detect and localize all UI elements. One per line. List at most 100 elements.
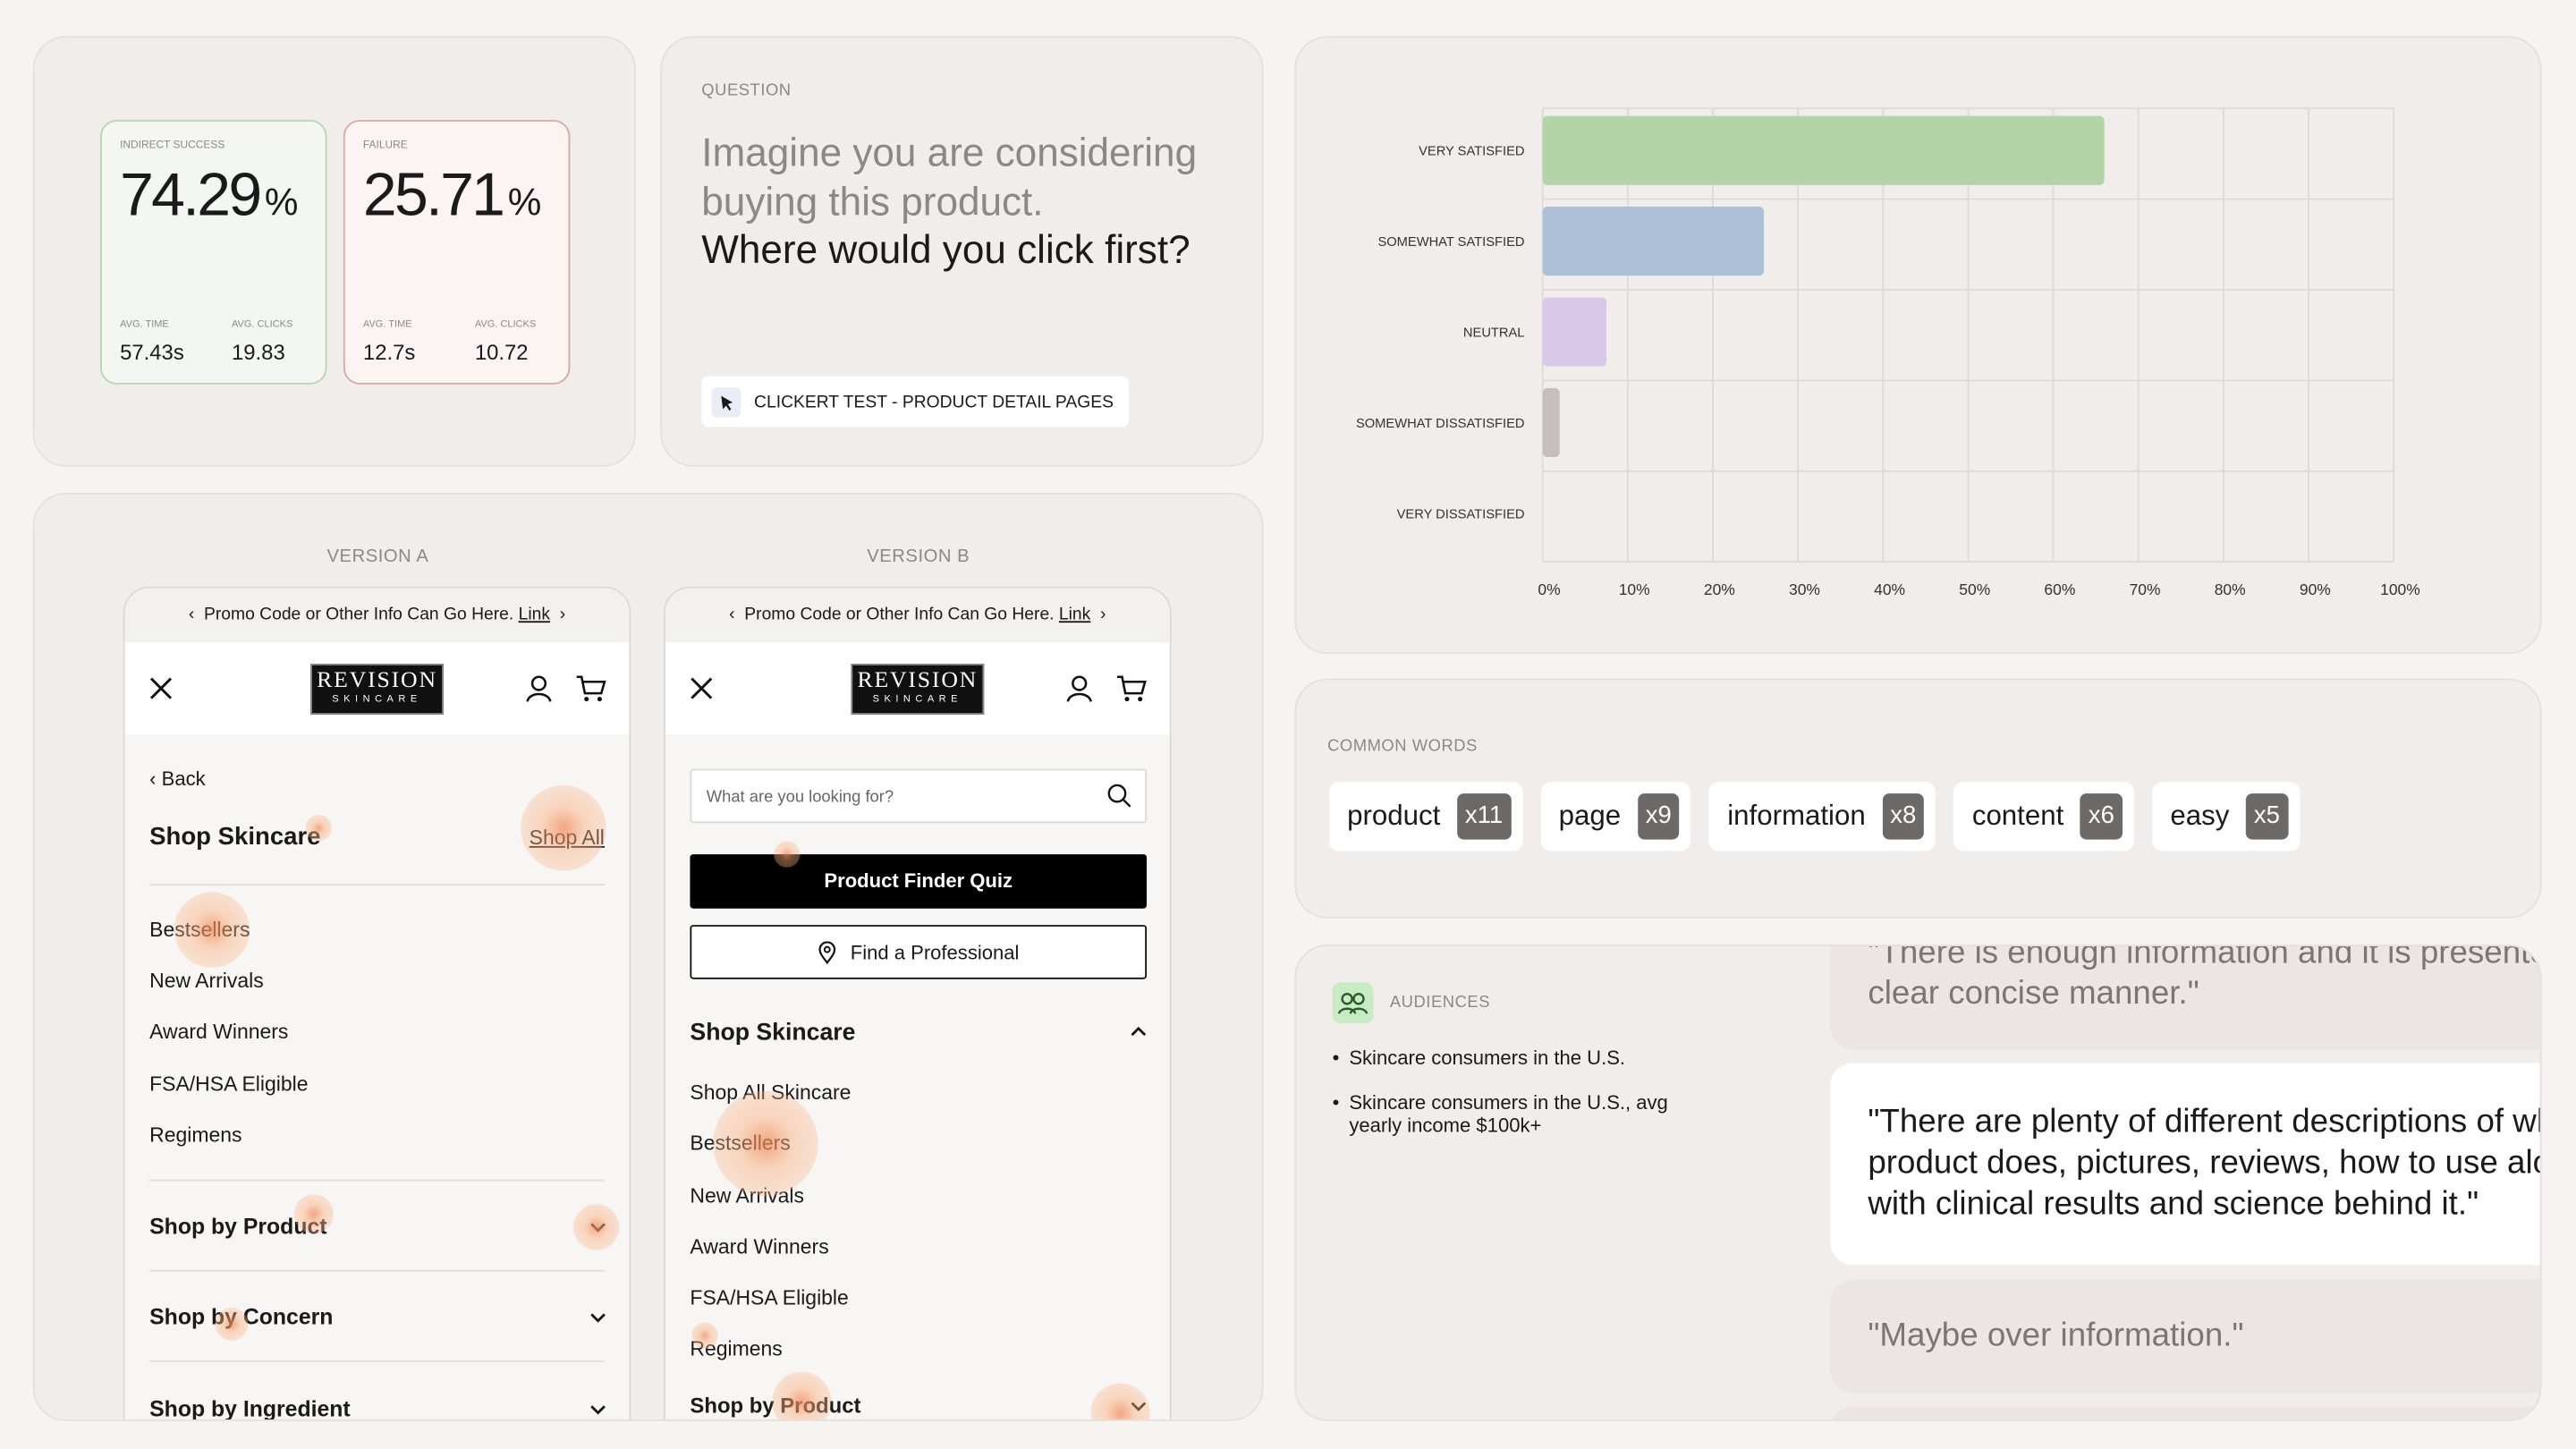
promo-text: Promo Code or Other Info Can Go Here. [204,604,514,624]
failure-box: FAILURE 25.71% AVG. TIME AVG. CLICKS 12.… [343,120,571,385]
metric-value: 25.71% [363,161,541,230]
audience-text: Skincare consumers in the U.S., avg year… [1349,1090,1668,1138]
x-tick-label: 60% [2044,580,2075,598]
quote: "Maybe over information." [1830,1279,2540,1394]
word-chip: easy x5 [2152,782,2301,852]
x-tick-label: 90% [2300,580,2331,598]
logo[interactable]: REVISION SKINCARE [310,664,444,715]
bar [1542,207,1765,276]
test-tag[interactable]: CLICKERT TEST - PRODUCT DETAIL PAGES [701,376,1129,428]
chevron [590,1405,606,1415]
promo-bar[interactable]: ‹ Promo Code or Other Info Can Go Here. … [665,588,1170,643]
word-count: x9 [1637,793,1680,840]
bar [1542,387,1560,457]
account-icon[interactable] [524,674,554,703]
search-placeholder: What are you looking for? [706,788,894,807]
category-label: SOMEWHAT SATISFIED [1377,235,1524,250]
metric-label: FAILURE [362,140,408,151]
phone-a: ‹ Promo Code or Other Info Can Go Here. … [123,586,631,1421]
menu-item[interactable]: Bestsellers [149,918,250,942]
audiences-caption: AUDIENCES [1389,994,1491,1013]
menu-group[interactable]: Shop by Product [149,1214,327,1239]
metric-number: 25.71 [362,161,505,229]
audience-icon [1332,982,1374,1024]
cart-icon[interactable] [575,674,606,703]
word-chip: product x11 [1328,782,1523,852]
promo-link[interactable]: Link [518,604,551,624]
success-box: INDIRECT SUCCESS 74.29% AVG. TIME AVG. C… [100,120,327,385]
menu-item[interactable]: Award Winners [690,1235,829,1258]
word-count: x8 [1882,793,1925,840]
quiz-button[interactable]: Product Finder Quiz [690,854,1148,909]
quote-stub [1830,1406,2540,1419]
x-tick-label: 20% [1704,580,1735,598]
menu-item[interactable]: FSA/HSA Eligible [149,1072,309,1097]
stat-value: 19.83 [231,340,285,365]
x-tick-label: 70% [2130,580,2161,598]
question-caption: QUESTION [701,81,792,101]
phone-b: ‹ Promo Code or Other Info Can Go Here. … [664,586,1172,1419]
metrics-card: INDIRECT SUCCESS 74.29% AVG. TIME AVG. C… [32,36,636,467]
back-text: Back [161,767,206,791]
professional-button[interactable]: Find a Professional [690,925,1148,979]
menu-item[interactable]: Award Winners [149,1020,289,1044]
stat-value: 12.7s [362,340,416,365]
cart-icon[interactable] [1115,674,1147,703]
question-ask: Where would you click first? [701,228,1191,273]
shop-all-link[interactable]: Shop All [529,826,605,850]
chart-card: 0% 10% 20% 30% 40% 50% 60% 70% 80% 90% 100% VERY SA… [1294,36,2542,655]
audience-list: • Skincare consumers in the U.S. • Skincare… [1333,1046,1694,1158]
metric-unit: % [507,181,542,224]
word: product [1347,800,1441,832]
account-icon[interactable] [1064,674,1094,703]
menu-group[interactable]: Shop by Product [690,1393,861,1419]
x-tick-label: 30% [1789,580,1820,598]
x-tick-label: 50% [1959,580,1990,598]
cursor-icon [711,386,741,417]
stat-value: 57.43s [120,340,184,365]
menu-item[interactable]: Regimens [690,1337,783,1360]
back-link[interactable]: ‹ Back [149,767,206,791]
category-label: SOMEWHAT DISSATISFIED [1356,417,1525,431]
divider [149,1360,605,1362]
promo-link[interactable]: Link [1058,604,1091,624]
question-card: QUESTION Imagine you are considering buy… [660,36,1264,467]
word-chips: product x11 page x9 information x8 content x6 ea… [1328,782,2301,852]
menu-item[interactable]: FSA/HSA Eligible [690,1286,849,1309]
divider [149,1269,605,1272]
quote: "There is enough information and it is p… [1830,945,2540,1050]
stat-label: AVG. TIME [362,320,412,331]
promo-bar[interactable]: ‹ Promo Code or Other Info Can Go Here. … [124,588,630,643]
x-tick-label: 40% [1874,580,1905,598]
word: information [1727,800,1866,832]
professional-text: Find a Professional [850,940,1020,964]
audience-item: • Skincare consumers in the U.S., avg yea… [1333,1091,1694,1137]
word-count: x6 [2080,793,2123,840]
word-count: x5 [2245,793,2289,840]
menu-group[interactable]: Shop by Ingredient [149,1396,351,1421]
word: content [1971,800,2064,832]
version-label: VERSION B [867,547,970,567]
menu-item[interactable]: New Arrivals [149,969,264,993]
metric-number: 74.29 [120,161,262,229]
menu-item[interactable]: Shop All Skincare [690,1080,852,1105]
chevron-up [1131,1026,1147,1037]
search-box[interactable]: What are you looking for? [690,768,1148,824]
close-icon[interactable] [689,675,715,701]
menu-group[interactable]: Shop by Concern [149,1304,334,1329]
menu-item[interactable]: Regimens [149,1123,242,1148]
category-label: VERY SATISFIED [1419,145,1524,159]
x-tick-label: 100% [2380,580,2420,598]
menu-item[interactable]: New Arrivals [690,1184,805,1208]
section-title[interactable]: Shop Skincare [690,1020,856,1047]
menu-item[interactable]: Bestsellers [690,1131,791,1156]
logo[interactable]: REVISION SKINCARE [851,664,985,715]
version-label: VERSION A [326,547,429,567]
search-icon [1107,784,1131,808]
site-header: REVISION SKINCARE [124,642,630,735]
close-icon[interactable] [148,675,174,701]
x-tick-label: 0% [1538,580,1560,598]
logo-bottom: SKINCARE [872,694,963,705]
audience-text: Skincare consumers in the U.S. [1349,1046,1626,1070]
